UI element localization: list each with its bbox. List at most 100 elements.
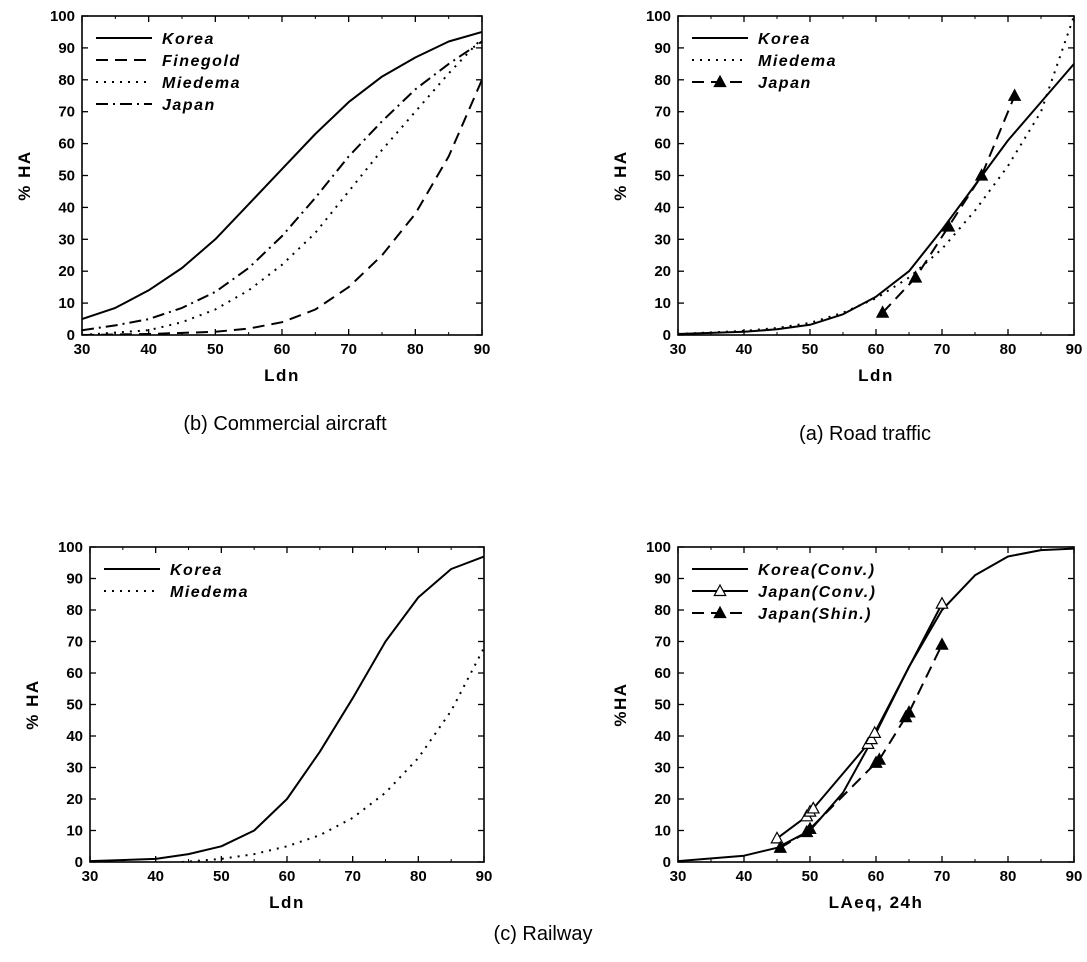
y-axis-label: %HA	[611, 682, 630, 726]
legend-marker-japan	[713, 74, 727, 88]
y-tick-label: 20	[654, 263, 671, 280]
y-tick-label: 70	[66, 634, 83, 651]
series-line-finegold	[82, 79, 482, 335]
legend-label-finegold: Finegold	[162, 53, 241, 70]
caption-commercial-aircraft: (b) Commercial aircraft	[183, 413, 387, 435]
y-tick-label: 0	[663, 327, 671, 344]
x-tick-label: 70	[934, 341, 951, 358]
y-tick-label: 10	[654, 295, 671, 312]
y-tick-label: 80	[66, 602, 83, 619]
chart-railway-ldn: 30 40 50 60 70 80 90 0 10 20 30 40 50 60 70 80 90 100 Ldn%…	[23, 539, 492, 912]
y-tick-label: 30	[58, 231, 75, 248]
y-tick-label: 10	[58, 295, 75, 312]
legend-marker-japan-conv	[713, 583, 727, 597]
chart-railway-laeq: 30 40 50 60 70 80 90 0 10 20 30 40 50 60 70 80 90 100 LAeq…	[611, 539, 1082, 912]
data-point-japan	[908, 270, 923, 283]
y-tick-label: 30	[654, 760, 671, 777]
caption-railway: (c) Railway	[494, 923, 593, 945]
x-axis-label: LAeq, 24h	[829, 893, 924, 912]
x-tick-label: 90	[1066, 868, 1083, 885]
legend-label-japan-shin: Japan(Shin.)	[758, 606, 872, 623]
data-point-japan	[1007, 88, 1022, 101]
x-axis-label: Ldn	[269, 893, 305, 912]
series-line-japan	[881, 95, 1016, 314]
y-tick-label: 40	[66, 728, 83, 745]
data-point-japan-conv	[770, 831, 784, 844]
y-tick-label: 60	[58, 136, 75, 153]
x-tick-label: 40	[147, 868, 164, 885]
x-axis-label: Ldn	[264, 366, 300, 385]
data-point-japan-conv	[864, 731, 879, 745]
data-point-japan-shin	[773, 840, 788, 853]
x-tick-label: 90	[1066, 341, 1083, 358]
x-tick-label: 40	[736, 868, 753, 885]
legend-label-japan-conv: Japan(Conv.)	[758, 584, 876, 601]
y-tick-label: 50	[58, 168, 75, 185]
series-line-korea	[90, 555, 484, 862]
x-tick-label: 60	[279, 868, 296, 885]
series-line-miedema	[181, 647, 484, 862]
y-tick-label: 0	[663, 854, 671, 871]
legend-label-korea: Korea	[758, 31, 811, 48]
y-tick-label: 90	[58, 40, 75, 57]
y-tick-label: 20	[66, 791, 83, 808]
x-tick-label: 80	[1000, 341, 1017, 358]
x-tick-label: 90	[476, 868, 493, 885]
x-tick-label: 40	[736, 341, 753, 358]
y-tick-label: 50	[66, 697, 83, 714]
x-tick-label: 50	[802, 341, 819, 358]
y-tick-label: 70	[654, 634, 671, 651]
legend-label-japan: Japan	[758, 75, 812, 92]
chart-road-traffic: 30 40 50 60 70 80 90 0 10 20 30 40 50 60 70 80 90 100 Ldn%…	[611, 8, 1082, 385]
x-tick-label: 60	[274, 341, 291, 358]
y-tick-label: 90	[66, 571, 83, 588]
x-tick-label: 70	[344, 868, 361, 885]
y-tick-label: 80	[58, 72, 75, 89]
data-point-japan-conv	[806, 801, 821, 814]
y-tick-label: 80	[654, 72, 671, 89]
plot-frame	[89, 546, 485, 863]
y-tick-label: 40	[654, 199, 671, 216]
legend-label-korea: Korea	[170, 562, 223, 579]
y-tick-label: 10	[654, 823, 671, 840]
plot-frame	[81, 15, 483, 336]
y-tick-label: 10	[66, 823, 83, 840]
x-tick-label: 30	[74, 341, 91, 358]
series-line-korea	[678, 63, 1074, 335]
y-tick-label: 90	[654, 571, 671, 588]
series-line-korea	[82, 30, 482, 321]
y-axis-label: % HA	[15, 150, 34, 200]
series-line-japan	[82, 40, 482, 332]
y-tick-label: 30	[654, 231, 671, 248]
legend-label-miedema: Miedema	[162, 75, 241, 92]
x-tick-label: 30	[670, 868, 687, 885]
y-tick-label: 40	[58, 199, 75, 216]
data-point-japan-conv	[935, 596, 949, 609]
series-line-miedema	[82, 37, 482, 335]
data-point-japan	[875, 305, 890, 318]
x-tick-label: 30	[82, 868, 99, 885]
legend-label-korea-conv: Korea(Conv.)	[758, 562, 876, 579]
y-tick-label: 100	[50, 8, 75, 25]
x-tick-label: 70	[340, 341, 357, 358]
y-tick-label: 0	[75, 854, 83, 871]
y-tick-label: 100	[58, 539, 83, 556]
x-tick-label: 40	[140, 341, 157, 358]
y-tick-label: 70	[58, 104, 75, 121]
y-tick-label: 50	[654, 168, 671, 185]
y-tick-label: 60	[654, 136, 671, 153]
x-tick-label: 50	[207, 341, 224, 358]
y-tick-label: 30	[66, 760, 83, 777]
x-tick-label: 80	[1000, 868, 1017, 885]
data-point-japan-shin	[902, 705, 916, 718]
data-point-japan-conv	[867, 725, 882, 738]
data-point-japan	[941, 219, 956, 232]
data-point-japan-shin	[803, 821, 817, 835]
y-tick-label: 60	[654, 665, 671, 682]
x-axis-label: Ldn	[858, 366, 894, 385]
chart-commercial-aircraft: 30 40 50 60 70 80 90 0 10 20 30 40 50 60 70 80 90 100 Ldn%…	[15, 8, 490, 385]
legend-label-japan: Japan	[162, 97, 216, 114]
x-tick-label: 80	[410, 868, 427, 885]
legend-label-miedema: Miedema	[170, 584, 249, 601]
